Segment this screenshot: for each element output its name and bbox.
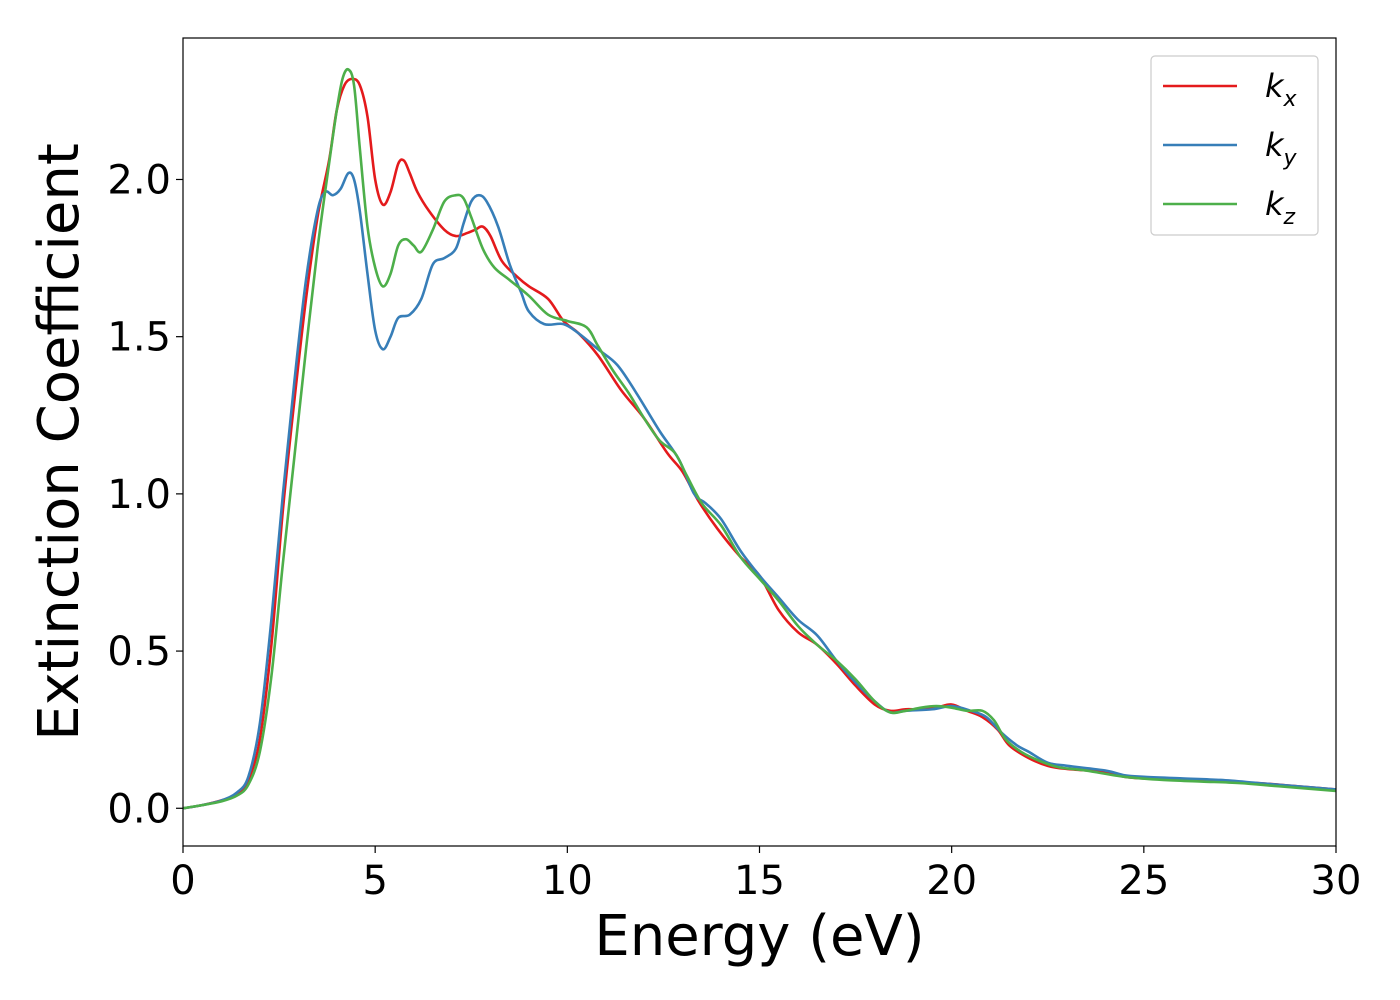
- x-tick-label: 30: [1311, 858, 1362, 904]
- legend: kx ky kz: [1150, 55, 1319, 236]
- y-axis-title: Extinction Coefficient: [27, 143, 92, 741]
- y-axis-ticks: 0.0 0.5 1.0 1.5 2.0: [107, 157, 183, 832]
- series-line-k-y: [183, 171, 1336, 810]
- legend-items: kx ky kz: [1163, 67, 1298, 230]
- legend-label-k-z: kz: [1265, 185, 1296, 230]
- series-layer: [183, 68, 1336, 810]
- x-tick-label: 10: [542, 858, 593, 904]
- series-line-k-z: [183, 68, 1336, 810]
- x-axis-title: Energy (eV): [594, 904, 924, 969]
- x-tick-label: 20: [926, 858, 977, 904]
- y-tick-label: 2.0: [107, 157, 171, 203]
- legend-label-k-y: ky: [1265, 126, 1298, 171]
- y-tick-label: 1.5: [107, 315, 171, 361]
- y-tick-label: 0.0: [107, 786, 171, 832]
- legend-label-k-x: kx: [1265, 67, 1298, 112]
- x-axis-ticks: 0 5 10 15 20 25 30: [170, 846, 1361, 904]
- y-tick-label: 0.5: [107, 629, 171, 675]
- x-tick-label: 25: [1118, 858, 1169, 904]
- y-tick-label: 1.0: [107, 472, 171, 518]
- x-tick-label: 15: [734, 858, 785, 904]
- x-tick-label: 0: [170, 858, 195, 904]
- x-tick-label: 5: [362, 858, 387, 904]
